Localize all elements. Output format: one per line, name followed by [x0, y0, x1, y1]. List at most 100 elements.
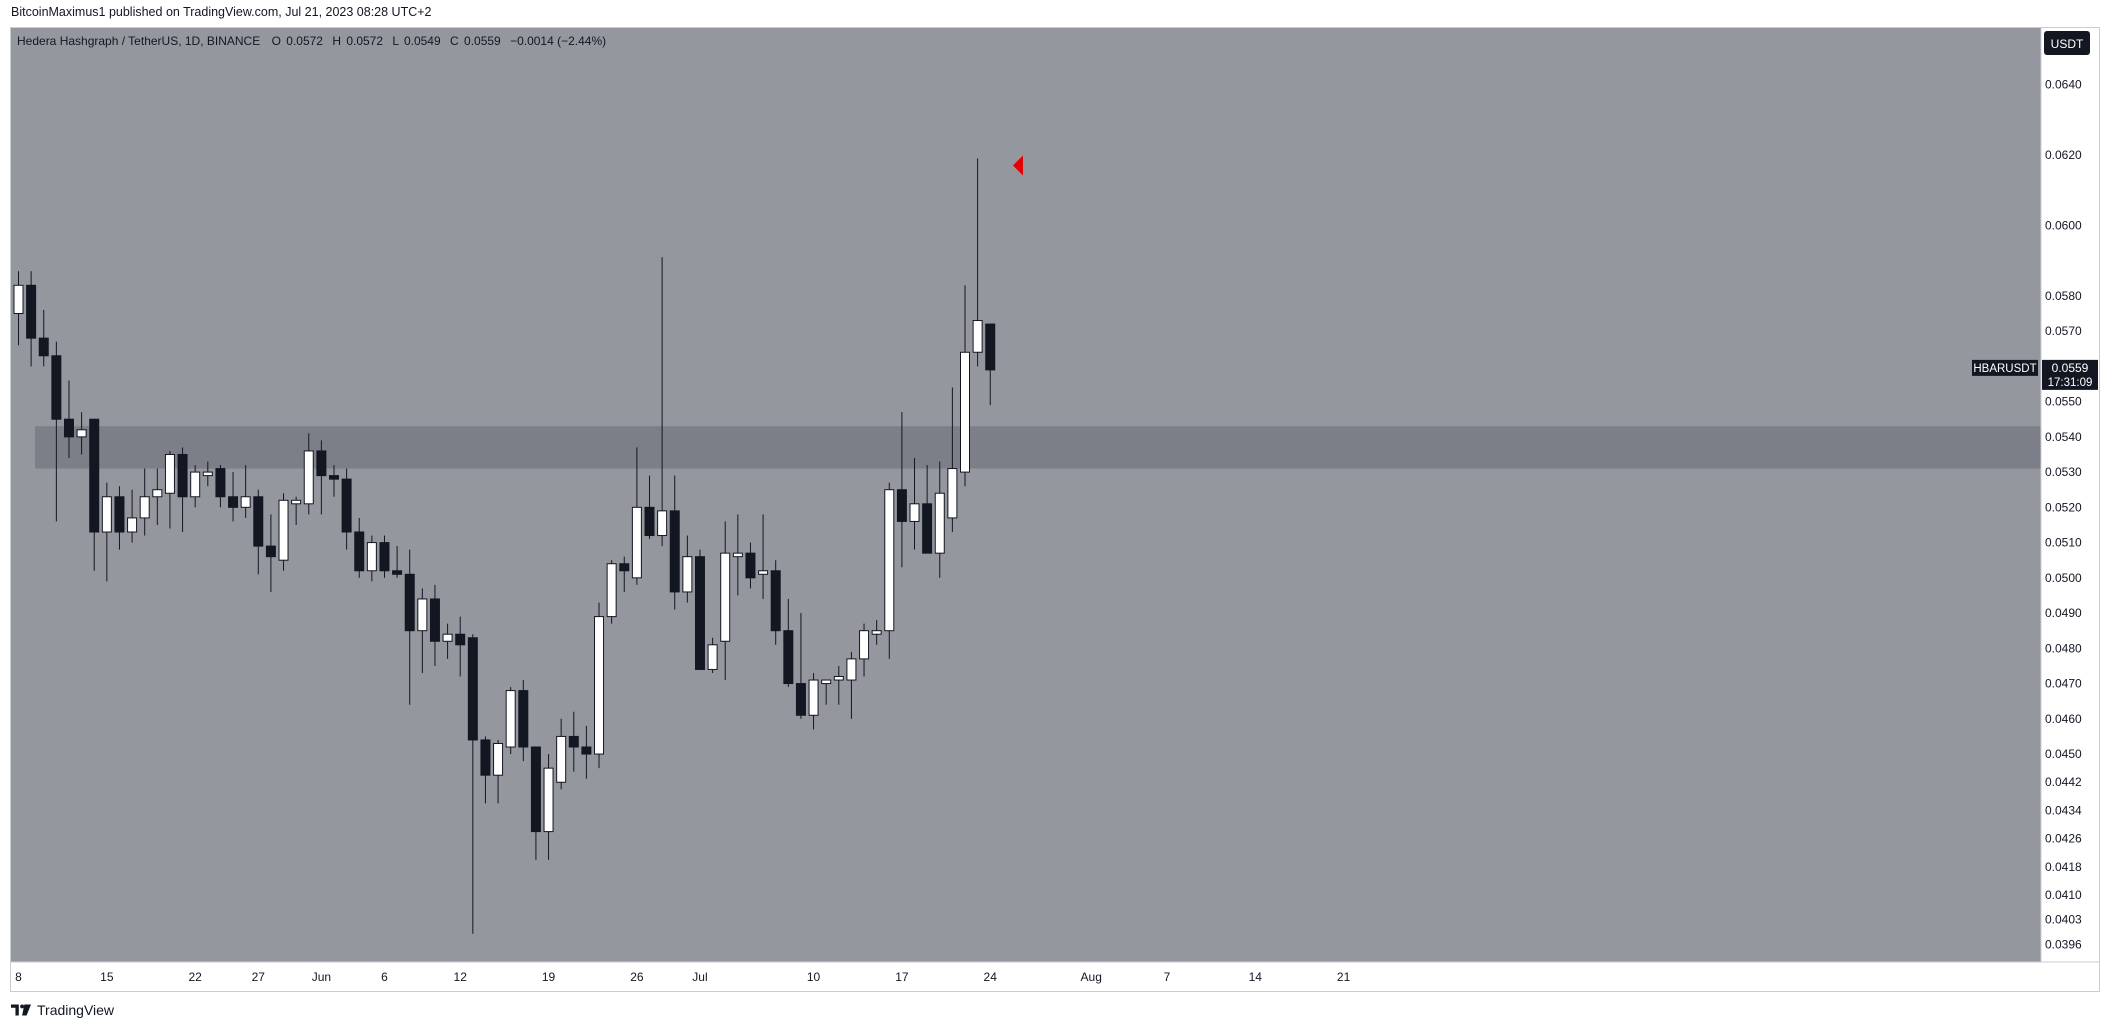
- candle-body-down: [89, 418, 100, 533]
- price-tick-label: 0.0490: [2045, 606, 2082, 620]
- candle-59: [758, 514, 769, 599]
- high-value: 0.0572: [346, 34, 383, 48]
- candles-group: [13, 158, 996, 934]
- time-tick-label: 15: [100, 970, 114, 984]
- currency-button-label[interactable]: USDT: [2051, 37, 2084, 51]
- candle-25: [329, 465, 339, 497]
- candle-48: [619, 556, 630, 592]
- price-tick-label: 0.0442: [2045, 775, 2082, 789]
- candle-body-up: [833, 676, 844, 681]
- price-tick-label: 0.0410: [2045, 888, 2082, 902]
- candle-66: [846, 651, 857, 719]
- candle-31: [404, 549, 415, 705]
- price-tick-label: 0.0510: [2045, 536, 2082, 550]
- price-tick-label: 0.0426: [2045, 832, 2082, 846]
- candle-body-down: [329, 475, 339, 480]
- price-tag-bg: [2042, 359, 2098, 390]
- candle-46: [594, 602, 605, 769]
- price-tick-label: 0.0460: [2045, 712, 2082, 726]
- candle-body-up: [442, 633, 453, 642]
- footer-brand[interactable]: TradingView: [11, 1000, 114, 1020]
- time-tick-label: 7: [1164, 970, 1171, 984]
- candle-body-down: [530, 746, 541, 833]
- candle-body-down: [985, 323, 996, 371]
- candle-body-up: [884, 489, 895, 632]
- candle-body-up: [859, 630, 870, 660]
- candle-67: [859, 623, 870, 677]
- currency-button[interactable]: USDT: [2044, 31, 2090, 55]
- candle-body-down: [429, 598, 440, 642]
- candle-body-down: [581, 746, 592, 755]
- candle-body-up: [152, 489, 163, 498]
- candle-11: [152, 468, 163, 525]
- price-tick-label: 0.0540: [2045, 430, 2082, 444]
- candle-19: [253, 489, 264, 575]
- time-tick-label: 14: [1249, 970, 1263, 984]
- candle-body-up: [190, 471, 201, 498]
- candle-77: [985, 323, 996, 406]
- time-tick-label: 8: [15, 970, 22, 984]
- candle-32: [417, 588, 428, 673]
- symbol-tag-bg: [1972, 359, 2038, 376]
- price-tick-label: 0.0550: [2045, 395, 2082, 409]
- candle-body-down: [455, 633, 466, 646]
- chart-frame: [10, 27, 2100, 992]
- candle-body-down: [770, 570, 781, 632]
- candle-body-down: [644, 506, 655, 537]
- time-tick-label: Jun: [312, 970, 331, 984]
- candle-23: [303, 433, 314, 515]
- candle-body-up: [934, 492, 945, 554]
- candle-30: [392, 546, 403, 578]
- candle-37: [480, 736, 491, 804]
- publish-info: BitcoinMaximus1 published on TradingView…: [11, 5, 432, 19]
- price-tag-value: 0.0559: [2052, 361, 2089, 375]
- candle-body-down: [518, 690, 529, 748]
- candle-69: [884, 482, 895, 659]
- candle-28: [366, 535, 377, 582]
- candle-13: [177, 447, 188, 533]
- candle-body-down: [341, 478, 352, 533]
- candle-20: [265, 514, 276, 592]
- candle-4: [63, 380, 74, 458]
- candle-70: [896, 412, 907, 568]
- candle-40: [518, 680, 529, 762]
- candle-71: [909, 457, 920, 550]
- candle-body-down: [316, 450, 327, 477]
- candle-45: [581, 725, 592, 779]
- symbol-tag: HBARUSDT: [1973, 363, 2036, 375]
- candle-body-up: [291, 499, 302, 505]
- candle-65: [833, 665, 844, 705]
- candle-7: [101, 482, 112, 582]
- candle-body-down: [783, 630, 794, 685]
- candle-body-up: [631, 506, 642, 579]
- candle-9: [127, 489, 138, 543]
- candle-57: [732, 514, 743, 596]
- currency-button-bg[interactable]: [2044, 31, 2090, 55]
- candle-17: [228, 472, 239, 522]
- time-tick-label: 12: [454, 970, 468, 984]
- resistance-zone: [35, 426, 2041, 469]
- price-tick-label: 0.0600: [2045, 218, 2082, 232]
- candle-body-down: [795, 683, 806, 716]
- candle-body-up: [76, 429, 87, 438]
- candle-42: [543, 754, 554, 860]
- candle-body-up: [303, 450, 314, 505]
- candle-12: [164, 450, 175, 529]
- candle-body-up: [909, 503, 920, 522]
- candle-38: [493, 739, 504, 804]
- candle-27: [354, 517, 365, 578]
- candle-body-up: [417, 598, 428, 632]
- candle-body-down: [265, 545, 276, 558]
- candle-body-up: [732, 552, 743, 558]
- candle-body-down: [404, 573, 415, 632]
- candle-body-down: [253, 496, 264, 547]
- candle-21: [278, 493, 289, 571]
- symbol-description: Hedera Hashgraph / TetherUS, 1D, BINANCE: [17, 34, 260, 48]
- candle-body-down: [379, 542, 390, 572]
- open-label: O: [272, 34, 281, 48]
- candle-14: [190, 465, 201, 508]
- price-tick-label: 0.0640: [2045, 77, 2082, 91]
- candle-64: [821, 679, 832, 705]
- candle-10: [139, 468, 150, 536]
